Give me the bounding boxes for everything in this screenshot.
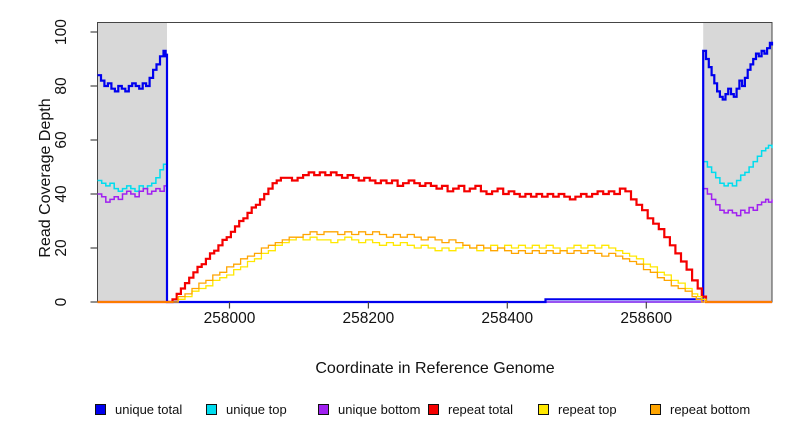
legend-swatch-repeat-bottom — [650, 403, 661, 415]
x-tick-label: 258200 — [343, 310, 395, 327]
y-tick-label: 80 — [53, 77, 70, 95]
legend-item-repeat-bottom: repeat bottom — [650, 401, 750, 417]
legend-label-unique-top: unique top — [226, 401, 287, 417]
legend-swatch-unique-total — [95, 403, 106, 415]
series-repeat-top — [97, 236, 772, 303]
legend-swatch-repeat-top — [538, 403, 549, 415]
y-tick-label: 20 — [53, 239, 70, 257]
series-unique-total — [97, 41, 774, 304]
shaded-regions — [97, 22, 772, 302]
legend-label-repeat-total: repeat total — [448, 401, 514, 417]
legend-item-unique-total: unique total — [95, 401, 182, 417]
legend-item-repeat-total: repeat total — [428, 401, 513, 417]
legend-swatch-unique-bottom — [318, 403, 329, 415]
series-lines — [97, 41, 774, 304]
y-tick-label: 40 — [53, 185, 70, 203]
x-tick-label: 258600 — [620, 310, 672, 327]
legend-label-unique-total: unique total — [115, 401, 183, 417]
legend-swatch-unique-top — [206, 403, 217, 415]
legend-swatch-repeat-total — [428, 403, 439, 415]
x-axis-title: Coordinate in Reference Genome — [315, 360, 554, 377]
axes: 258000 258200 258400 258600 0 20 40 60 80 100 — [53, 19, 673, 327]
legend-item-repeat-top: repeat top — [538, 401, 617, 417]
series-repeat-total — [97, 171, 772, 304]
coverage-plot: 258000 258200 258400 258600 0 20 40 60 80 100 Coo… — [37, 19, 774, 377]
x-tick-label: 258000 — [204, 310, 256, 327]
legend-item-unique-top: unique top — [206, 401, 287, 417]
legend-label-repeat-bottom: repeat bottom — [670, 401, 751, 417]
plot-border — [97, 22, 773, 303]
y-tick-label: 100 — [53, 19, 70, 45]
y-tick-label: 60 — [53, 131, 70, 149]
legend-item-unique-bottom: unique bottom — [318, 401, 420, 417]
legend-label-repeat-top: repeat top — [558, 401, 617, 417]
y-tick-label: 0 — [53, 297, 70, 306]
legend: unique total unique top unique bottom repea… — [0, 401, 792, 421]
legend-label-unique-bottom: unique bottom — [338, 401, 421, 417]
x-tick-label: 258400 — [481, 310, 533, 327]
series-repeat-bottom — [97, 231, 772, 303]
shaded-region-1 — [703, 22, 772, 302]
plot-frame — [97, 22, 773, 303]
y-axis-title: Read Coverage Depth — [37, 98, 54, 257]
